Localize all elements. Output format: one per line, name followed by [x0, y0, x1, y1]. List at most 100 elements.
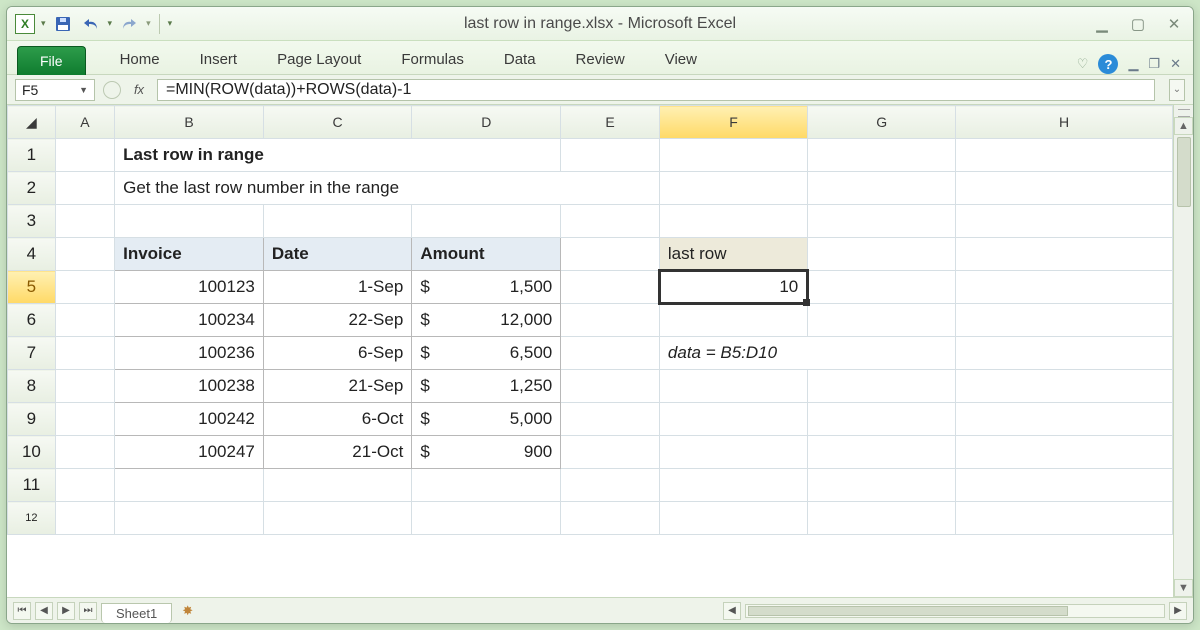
- cell-invoice[interactable]: 100123: [115, 271, 264, 304]
- cell-date[interactable]: 21-Oct: [263, 436, 411, 469]
- grid[interactable]: ◢ A B C D E F G H 1: [7, 105, 1173, 597]
- tab-nav-first-icon[interactable]: ⏮: [13, 602, 31, 620]
- cancel-formula-icon[interactable]: [103, 81, 121, 99]
- range-note: data = B5:D10: [659, 337, 955, 370]
- scroll-left-icon[interactable]: ◀: [723, 602, 741, 620]
- cell-amount[interactable]: $1,250: [412, 370, 561, 403]
- ribbon-tab[interactable]: Page Layout: [271, 45, 367, 74]
- tab-nav-prev-icon[interactable]: ◀: [35, 602, 53, 620]
- col-header[interactable]: G: [808, 106, 956, 139]
- tab-nav-last-icon[interactable]: ⏭: [79, 602, 97, 620]
- sheet-tab[interactable]: Sheet1: [101, 603, 172, 623]
- row-header[interactable]: 2: [8, 172, 56, 205]
- cell-date[interactable]: 1-Sep: [263, 271, 411, 304]
- ribbon-tab[interactable]: View: [659, 45, 703, 74]
- title-bar: X ▾ ▾ ▾ ▾ last row in range.xlsx - Micro…: [7, 7, 1193, 41]
- row-header[interactable]: 3: [8, 205, 56, 238]
- col-header[interactable]: F: [659, 106, 807, 139]
- excel-app-icon[interactable]: X: [15, 14, 35, 34]
- cell-date[interactable]: 6-Sep: [263, 337, 411, 370]
- ribbon-tab[interactable]: Home: [114, 45, 166, 74]
- table-header: Amount: [412, 238, 561, 271]
- doc-close-icon[interactable]: ✕: [1170, 56, 1181, 72]
- undo-icon[interactable]: [80, 13, 102, 35]
- formula-expand-icon[interactable]: ⌄: [1169, 79, 1185, 101]
- col-header[interactable]: B: [115, 106, 264, 139]
- close-icon[interactable]: ✕: [1163, 15, 1185, 33]
- new-sheet-icon[interactable]: ✸: [182, 603, 193, 619]
- tab-nav-next-icon[interactable]: ▶: [57, 602, 75, 620]
- sheet-title: Last row in range: [115, 139, 561, 172]
- help-icon[interactable]: ?: [1098, 54, 1118, 74]
- cell-date[interactable]: 21-Sep: [263, 370, 411, 403]
- row-header[interactable]: 6: [8, 304, 56, 337]
- currency-symbol: $: [420, 277, 436, 297]
- row-header[interactable]: 10: [8, 436, 56, 469]
- col-header[interactable]: D: [412, 106, 561, 139]
- file-tab[interactable]: File: [17, 46, 86, 75]
- cell-invoice[interactable]: 100234: [115, 304, 264, 337]
- scroll-down-icon[interactable]: ▼: [1174, 579, 1193, 597]
- sheet-subtitle: Get the last row number in the range: [115, 172, 660, 205]
- row-header[interactable]: 8: [8, 370, 56, 403]
- maximize-icon[interactable]: ▢: [1127, 15, 1149, 33]
- ribbon-tabs: File Home Insert Page Layout Formulas Da…: [7, 41, 1193, 75]
- ribbon-tab[interactable]: Insert: [194, 45, 244, 74]
- row-header[interactable]: 11: [8, 469, 56, 502]
- col-header[interactable]: H: [956, 106, 1173, 139]
- save-icon[interactable]: [52, 13, 74, 35]
- row-header[interactable]: 4: [8, 238, 56, 271]
- cell-date[interactable]: 22-Sep: [263, 304, 411, 337]
- cell-invoice[interactable]: 100238: [115, 370, 264, 403]
- cell-invoice[interactable]: 100236: [115, 337, 264, 370]
- doc-minimize-icon[interactable]: ▁: [1128, 56, 1138, 72]
- scroll-up-icon[interactable]: ▲: [1174, 117, 1193, 135]
- row-header[interactable]: 1: [8, 139, 56, 172]
- row-header[interactable]: 7: [8, 337, 56, 370]
- row-header[interactable]: 9: [8, 403, 56, 436]
- customize-qat-icon[interactable]: ▾: [168, 18, 173, 29]
- horizontal-scrollbar[interactable]: ◀ ▶: [723, 602, 1187, 620]
- col-header[interactable]: E: [561, 106, 660, 139]
- formula-bar: F5 ▼ fx =MIN(ROW(data))+ROWS(data)-1 ⌄: [7, 75, 1193, 105]
- cell-date[interactable]: 6-Oct: [263, 403, 411, 436]
- hscroll-thumb[interactable]: [748, 606, 1068, 616]
- select-all-corner[interactable]: ◢: [8, 106, 56, 139]
- sheet-tab-bar: ⏮ ◀ ▶ ⏭ Sheet1 ✸ ◀ ▶: [7, 597, 1193, 623]
- spreadsheet-table[interactable]: ◢ A B C D E F G H 1: [7, 105, 1173, 535]
- formula-input[interactable]: =MIN(ROW(data))+ROWS(data)-1: [157, 79, 1155, 101]
- cell-amount[interactable]: $6,500: [412, 337, 561, 370]
- vertical-scrollbar[interactable]: ▲ ▼: [1173, 105, 1193, 597]
- window-title: last row in range.xlsx - Microsoft Excel: [7, 15, 1193, 33]
- cell-amount[interactable]: $900: [412, 436, 561, 469]
- cell-invoice[interactable]: 100247: [115, 436, 264, 469]
- redo-icon[interactable]: [118, 13, 140, 35]
- scroll-thumb[interactable]: [1177, 137, 1191, 207]
- row-header[interactable]: 12: [8, 502, 56, 535]
- cell-invoice[interactable]: 100242: [115, 403, 264, 436]
- namebox-dropdown-icon[interactable]: ▼: [79, 85, 88, 95]
- split-handle-icon[interactable]: [1178, 109, 1190, 117]
- col-header[interactable]: A: [55, 106, 114, 139]
- scroll-right-icon[interactable]: ▶: [1169, 602, 1187, 620]
- redo-dropdown-icon[interactable]: ▾: [146, 18, 151, 29]
- selected-cell[interactable]: 10: [659, 271, 807, 304]
- undo-dropdown-icon[interactable]: ▾: [108, 18, 113, 29]
- ribbon-collapse-icon[interactable]: ♡: [1077, 56, 1089, 72]
- ribbon-tab[interactable]: Formulas: [395, 45, 470, 74]
- name-box[interactable]: F5 ▼: [15, 79, 95, 101]
- cell-amount[interactable]: $1,500: [412, 271, 561, 304]
- app-window: X ▾ ▾ ▾ ▾ last row in range.xlsx - Micro…: [6, 6, 1194, 624]
- minimize-icon[interactable]: ▁: [1091, 15, 1113, 33]
- cell-amount[interactable]: $5,000: [412, 403, 561, 436]
- ribbon-tab[interactable]: Review: [570, 45, 631, 74]
- col-header[interactable]: C: [263, 106, 411, 139]
- row-header[interactable]: 5: [8, 271, 56, 304]
- cell-amount[interactable]: $12,000: [412, 304, 561, 337]
- ribbon-tab[interactable]: Data: [498, 45, 542, 74]
- fx-icon[interactable]: fx: [129, 80, 149, 100]
- qat-dropdown-icon[interactable]: ▾: [41, 18, 46, 29]
- doc-restore-icon[interactable]: ❐: [1148, 56, 1160, 72]
- hscroll-track[interactable]: [745, 604, 1165, 618]
- table-header: Date: [263, 238, 411, 271]
